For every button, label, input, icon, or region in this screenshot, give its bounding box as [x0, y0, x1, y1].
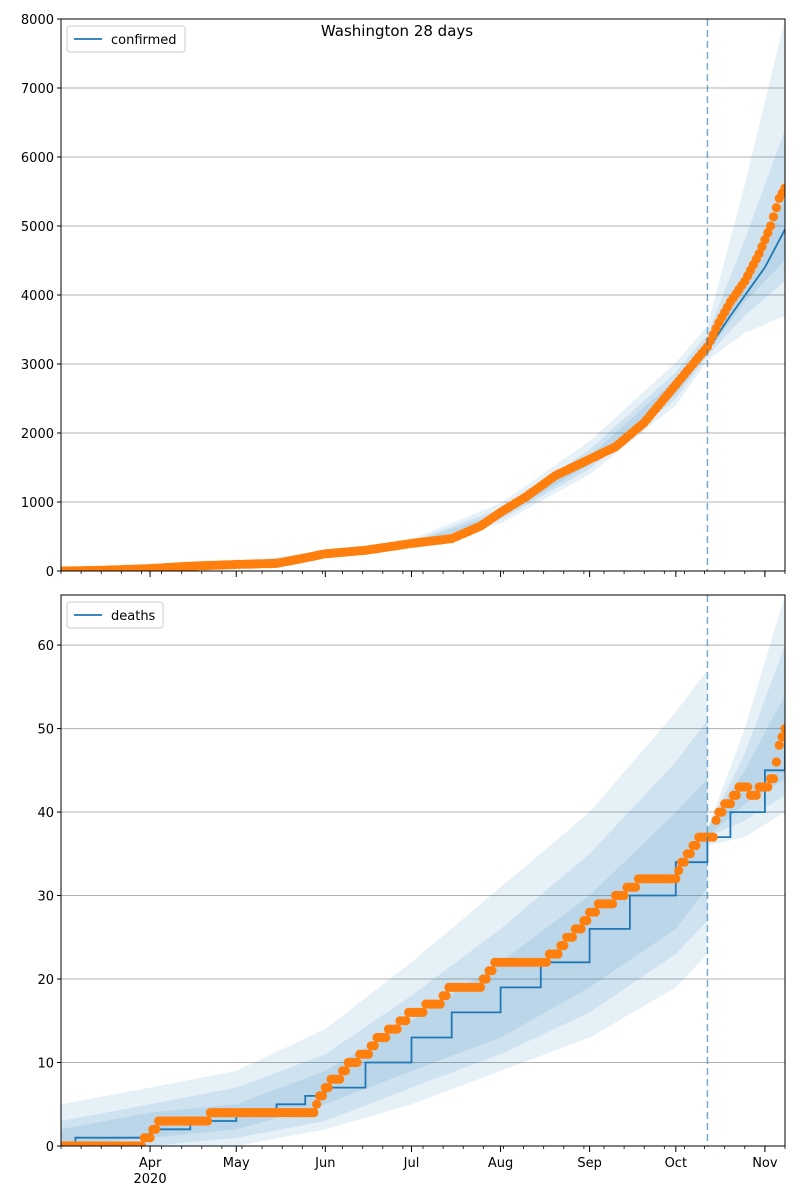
observed-point	[418, 1007, 428, 1018]
y-tick-label: 2000	[21, 427, 54, 442]
x-tick-label: Aug	[488, 1156, 513, 1171]
y-tick-label: 60	[37, 639, 54, 654]
y-tick-label: 10	[37, 1057, 54, 1072]
legend-box	[66, 25, 186, 53]
observed-point	[780, 183, 785, 193]
y-tick-label: 3000	[21, 358, 54, 373]
legend: confirmed	[66, 25, 186, 53]
observed-point	[757, 242, 767, 252]
observed-point	[754, 249, 764, 259]
observed-point	[768, 212, 779, 222]
observed-point	[541, 957, 552, 967]
observed-point	[777, 732, 785, 742]
observed-point	[151, 1124, 161, 1134]
observed-point	[768, 774, 779, 784]
x-tick-label: Apr	[139, 1156, 162, 1171]
observed-point	[369, 1041, 379, 1051]
observed-point	[766, 221, 776, 231]
plot-area	[61, 19, 785, 571]
observed-point	[685, 849, 695, 859]
y-tick-label: 5000	[21, 220, 54, 235]
observed-point	[323, 1083, 333, 1093]
x-year-label: 2020	[134, 1172, 167, 1187]
observed-point	[590, 907, 601, 917]
y-tick-label: 6000	[21, 151, 54, 166]
x-tick-label: Jul	[403, 1156, 420, 1171]
plot-area	[61, 595, 785, 1146]
observed-point	[381, 1032, 391, 1043]
observed-point	[731, 790, 741, 801]
observed-point	[352, 1057, 362, 1068]
observed-point	[674, 865, 684, 876]
observed-point	[136, 1141, 146, 1146]
uncertainty-band	[61, 19, 785, 571]
observed-point	[711, 815, 721, 826]
x-tick-label: Sep	[577, 1156, 602, 1171]
y-tick-label: 4000	[21, 289, 54, 304]
y-tick-label: 0	[46, 565, 54, 580]
observed-point	[751, 790, 761, 801]
y-tick-label: 20	[37, 973, 54, 988]
uncertainty-band	[61, 695, 785, 1146]
confirmed-panel: 0 1000 2000 3000 4000 5000 6000 7000 8000 confirm…	[21, 13, 786, 580]
observed-point	[340, 1066, 350, 1076]
legend-label: deaths	[111, 609, 156, 624]
observed-point	[763, 228, 773, 238]
observed-point	[582, 916, 592, 926]
observed-point	[717, 807, 727, 817]
observed-point	[619, 890, 629, 901]
observed-point	[363, 1049, 373, 1059]
y-tick-label: 30	[37, 890, 54, 905]
observed-point	[780, 724, 785, 734]
legend-box	[66, 601, 164, 629]
observed-point	[771, 203, 782, 213]
figure-title: Washington 28 days	[321, 22, 473, 40]
x-tick-label: Nov	[752, 1156, 778, 1171]
observed-point	[760, 235, 770, 245]
observed-point	[441, 991, 451, 1001]
observed-point	[771, 757, 782, 767]
legend: deaths	[66, 601, 164, 629]
observed-point	[392, 1024, 402, 1034]
y-tick-label: 40	[37, 806, 54, 821]
observed-point	[312, 1099, 322, 1109]
observed-point	[608, 899, 618, 909]
observed-point	[335, 1074, 345, 1084]
x-tick-label: May	[223, 1156, 250, 1171]
observed-point	[725, 799, 736, 809]
observed-point	[481, 974, 491, 984]
observed-point	[309, 1108, 319, 1118]
observed-point	[774, 740, 784, 750]
uncertainty-band	[61, 595, 785, 1146]
observed-point	[576, 924, 586, 934]
observed-point	[743, 782, 753, 792]
x-tick-label: Oct	[665, 1156, 687, 1171]
y-tick-label: 50	[37, 723, 54, 738]
observed-point	[691, 840, 701, 851]
y-tick-label: 8000	[21, 13, 54, 28]
observed-point	[671, 874, 681, 884]
observed-point	[202, 1116, 213, 1126]
observed-point	[487, 966, 497, 976]
observed-point	[401, 1016, 411, 1026]
observed-point	[567, 932, 578, 942]
y-tick-label: 7000	[21, 82, 54, 97]
y-tick-label: 0	[46, 1140, 54, 1155]
observed-point	[475, 982, 486, 993]
x-tick-label: Jun	[314, 1156, 335, 1171]
observed-point	[631, 882, 641, 892]
observed-point	[435, 999, 445, 1009]
observed-point	[553, 949, 563, 959]
observed-point	[145, 1133, 155, 1143]
observed-point	[708, 832, 718, 842]
observed-point	[679, 857, 690, 867]
observed-point	[559, 941, 569, 951]
legend-label: confirmed	[111, 33, 177, 48]
observed-point	[763, 782, 773, 792]
observed-point	[317, 1091, 327, 1101]
y-tick-label: 1000	[21, 496, 54, 511]
